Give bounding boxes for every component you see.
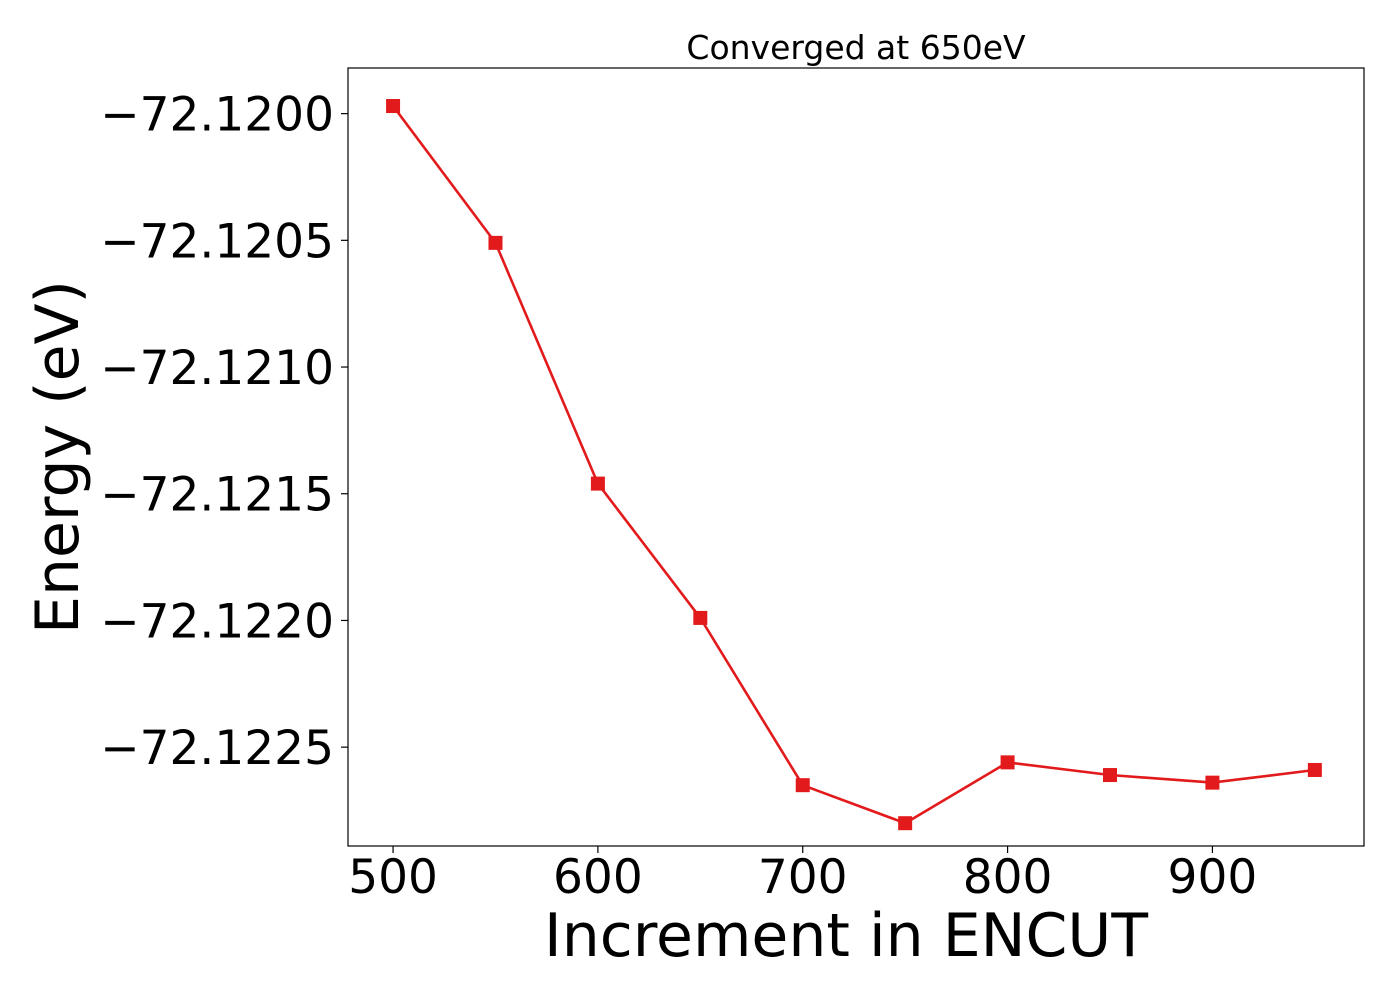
data-point-marker: [386, 99, 401, 114]
x-tick-label: 900: [1168, 850, 1258, 905]
data-point-marker: [488, 235, 503, 250]
data-point-marker: [1307, 762, 1322, 777]
data-point-marker: [898, 816, 913, 831]
y-tick-label: −72.1225: [100, 721, 334, 776]
data-point-marker: [1205, 775, 1220, 790]
data-point-marker: [1000, 755, 1015, 770]
y-tick-label: −72.1220: [100, 594, 334, 649]
x-axis-label: Increment in ENCUT: [544, 901, 1148, 971]
y-axis-label: Energy (eV): [23, 280, 93, 634]
x-tick-label: 800: [963, 850, 1053, 905]
axes-frame: [347, 67, 1365, 847]
y-tick-label: −72.1215: [100, 468, 334, 523]
data-point-marker: [693, 610, 708, 625]
y-tick-label: −72.1205: [100, 214, 334, 269]
x-tick-label: 600: [553, 850, 643, 905]
chart-title: Converged at 650eV: [686, 28, 1026, 67]
x-tick-label: 500: [348, 850, 438, 905]
plot-area: 500 600 700 800 900 −72.1200 −72.1205 −72.1210 −…: [100, 67, 1365, 905]
series-line: [392, 105, 1315, 825]
data-point-marker: [1103, 768, 1117, 783]
data-point-marker: [590, 476, 605, 491]
data-point-marker: [795, 778, 810, 793]
x-tick-label: 700: [758, 850, 848, 905]
y-tick-label: −72.1200: [100, 88, 334, 143]
y-tick-label: −72.1210: [100, 341, 334, 396]
